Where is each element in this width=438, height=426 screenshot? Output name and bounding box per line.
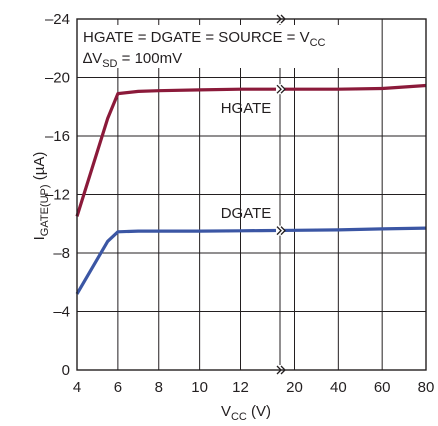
x-axis-title: VCC (V) xyxy=(221,403,271,423)
axis-break-hgate-gap xyxy=(276,84,284,95)
series-line-dgate xyxy=(75,226,427,295)
y-tick-label: –12 xyxy=(45,187,70,204)
x-tick-label: 10 xyxy=(191,379,208,396)
y-tick-label: –20 xyxy=(45,70,70,87)
y-tick-label: –24 xyxy=(45,11,70,28)
y-tick-label: –16 xyxy=(45,128,70,145)
annotation-background xyxy=(79,25,346,68)
plot-frame xyxy=(76,18,427,371)
series-line-hgate xyxy=(75,83,427,217)
y-axis-title: IGATE(UP) (µA) xyxy=(31,152,51,241)
x-tick-label: 80 xyxy=(418,379,435,396)
x-tick-label: 40 xyxy=(330,379,347,396)
y-tick-label: –8 xyxy=(53,245,70,262)
series-label-hgate: HGATE xyxy=(221,100,272,117)
tick-labels: 4 6 8 10 12 20 40 60 80 0 –4 –8 –12 –16 –20 –24 xyxy=(45,11,434,396)
axis-break-dgate-gap xyxy=(276,225,284,236)
x-tick-label: 8 xyxy=(155,379,163,396)
x-tick-label: 12 xyxy=(232,379,249,396)
series-label-dgate: DGATE xyxy=(221,205,272,222)
axis-break-hgate xyxy=(276,84,286,94)
series xyxy=(75,83,427,295)
y-tick-label: 0 xyxy=(62,362,70,379)
axis-break-dgate xyxy=(276,226,286,236)
x-tick-label: 20 xyxy=(286,379,303,396)
x-tick-label: 4 xyxy=(73,379,81,396)
annotation-line-2: ∆VSD = 100mV xyxy=(83,50,182,70)
grid xyxy=(76,18,427,371)
annotation-line-1: HGATE = DGATE = SOURCE = VCC xyxy=(83,29,326,49)
y-tick-label: –4 xyxy=(53,304,70,321)
x-tick-label: 6 xyxy=(114,379,122,396)
x-tick-label: 60 xyxy=(374,379,391,396)
